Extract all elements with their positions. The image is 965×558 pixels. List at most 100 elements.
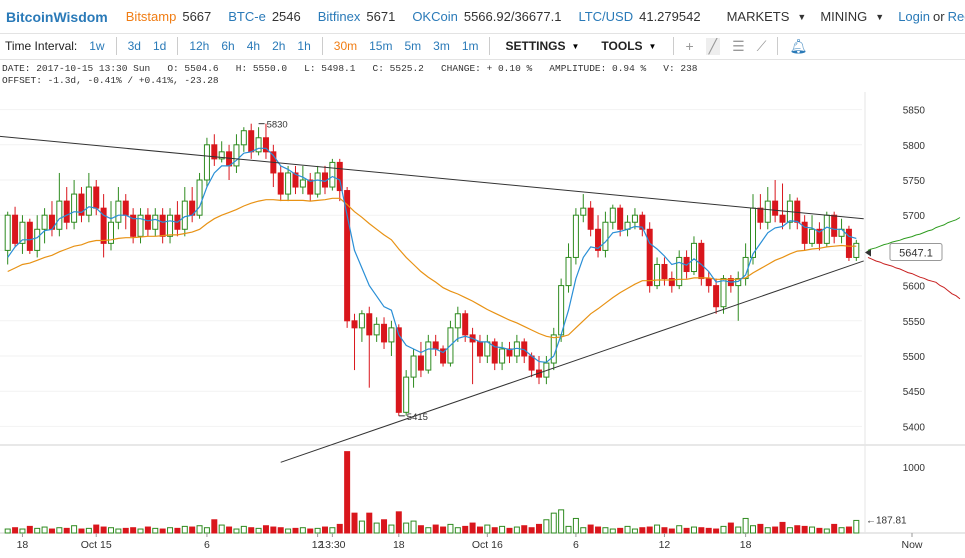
settings-menu[interactable]: SETTINGS [505, 39, 566, 53]
candle-body [336, 161, 343, 192]
interval-5m[interactable]: 5m [404, 39, 422, 53]
register-link[interactable]: Regist [947, 9, 965, 24]
volume-bar [476, 526, 483, 534]
price-tick-label: 5700 [903, 211, 926, 222]
exchange-okcoin[interactable]: OKCoin [412, 9, 458, 24]
exchange-bitstamp[interactable]: Bitstamp [125, 9, 177, 24]
volume-bar [521, 525, 528, 534]
volume-bar [292, 527, 299, 534]
volume-bar [572, 517, 579, 534]
volume-bar [772, 526, 779, 534]
candle-body [56, 200, 63, 230]
candle-body [668, 278, 675, 287]
volume-bar [595, 526, 602, 534]
volume-bar [528, 527, 535, 534]
volume-bar [816, 527, 823, 534]
offset-info-line: OFFSET: -1.3d, -0.41% / +0.41%, -23.28 [2, 75, 219, 86]
interval-2h[interactable]: 2h [272, 39, 286, 53]
time-interval-label: Time Interval: [5, 39, 78, 53]
candlesticks [4, 123, 860, 416]
candle-body [454, 313, 461, 329]
interval-15m[interactable]: 15m [369, 39, 393, 53]
candle-body [329, 161, 336, 188]
candle-body [19, 221, 26, 244]
candle-body [853, 242, 860, 258]
volume-bar [838, 527, 845, 534]
candle-body [248, 130, 255, 153]
interval-3m[interactable]: 3m [433, 39, 450, 53]
candle-body [750, 207, 756, 258]
volume-bar [823, 528, 830, 534]
mining-menu[interactable]: MINING [820, 9, 868, 24]
candle-body [12, 214, 19, 244]
volume-bar [351, 512, 358, 534]
interval-6h[interactable]: 6h [221, 39, 235, 53]
volume-bar [48, 528, 55, 534]
markets-menu[interactable]: MARKETS [726, 9, 790, 24]
volume-bar [78, 528, 85, 534]
divider [115, 37, 117, 55]
login-link[interactable]: Login [898, 9, 931, 24]
candle-body [395, 327, 402, 413]
candle-body [41, 214, 48, 230]
volume-bar [233, 528, 240, 534]
volume-bar [580, 527, 587, 534]
exchange-bitfinex[interactable]: Bitfinex [317, 9, 361, 24]
interval-1d[interactable]: 1d [152, 39, 167, 53]
volume-bar [403, 522, 410, 534]
candle-body [550, 334, 557, 364]
exchange-btce[interactable]: BTC-e [228, 9, 266, 24]
high-label: 5830 [267, 120, 288, 131]
volume-bar [779, 521, 786, 534]
interval-1w[interactable]: 1w [89, 39, 105, 53]
volume-bar [4, 528, 11, 534]
volume-bar [159, 528, 166, 534]
candle-body [757, 207, 764, 223]
volume-bar [713, 528, 720, 534]
volume-bar [255, 527, 262, 534]
volume-bar [639, 527, 646, 534]
volume-bar [211, 519, 218, 534]
candle-body [93, 186, 100, 209]
candle-body [676, 256, 683, 287]
volume-bar [174, 527, 181, 534]
tools-menu[interactable]: TOOLS [601, 39, 643, 53]
volume-bar [536, 523, 542, 534]
interval-4h[interactable]: 4h [246, 39, 261, 53]
volume-bar [786, 527, 793, 534]
candle-info-line: DATE: 2017-10-15 13:30 Sun O: 5504.6 H: … [2, 63, 698, 74]
line-icon[interactable]: ╱ [705, 37, 721, 55]
chevron-down-icon: ▼ [797, 11, 807, 22]
candle-body [159, 214, 166, 237]
volume-bars [4, 451, 860, 534]
volume-bar [550, 512, 557, 534]
low-label: 5415 [407, 412, 428, 423]
candle-body [351, 320, 358, 329]
volume-bar [794, 525, 801, 534]
crosshair-icon[interactable]: + [685, 38, 694, 54]
interval-3d[interactable]: 3d [127, 39, 141, 53]
volume-tick-label: 1000 [903, 463, 926, 474]
volume-bar [558, 509, 565, 534]
volume-bar [447, 523, 454, 534]
current-price-label: 5647.1 [899, 248, 933, 260]
alert-icon[interactable]: 🔔︎ [789, 37, 808, 54]
volume-bar [698, 527, 705, 534]
time-tick-label: 12 [659, 539, 671, 551]
interval-30m[interactable]: 30m [333, 39, 358, 53]
volume-bar [203, 527, 210, 534]
fib-lines-icon[interactable]: ☰ [732, 37, 745, 54]
candle-body [809, 228, 816, 244]
interval-1h[interactable]: 1h [297, 39, 311, 53]
time-tick-label: 12 [312, 539, 324, 551]
exchange-ltcusd[interactable]: LTC/USD [578, 9, 634, 24]
brand-logo[interactable]: BitcoinWisdom [6, 8, 108, 25]
pitchfork-icon[interactable]: ⟋ [756, 37, 767, 54]
interval-12h[interactable]: 12h [189, 39, 210, 53]
volume-bar [705, 527, 712, 534]
candle-body [144, 214, 151, 230]
volume-bar [285, 528, 292, 534]
interval-1m[interactable]: 1m [461, 39, 479, 53]
